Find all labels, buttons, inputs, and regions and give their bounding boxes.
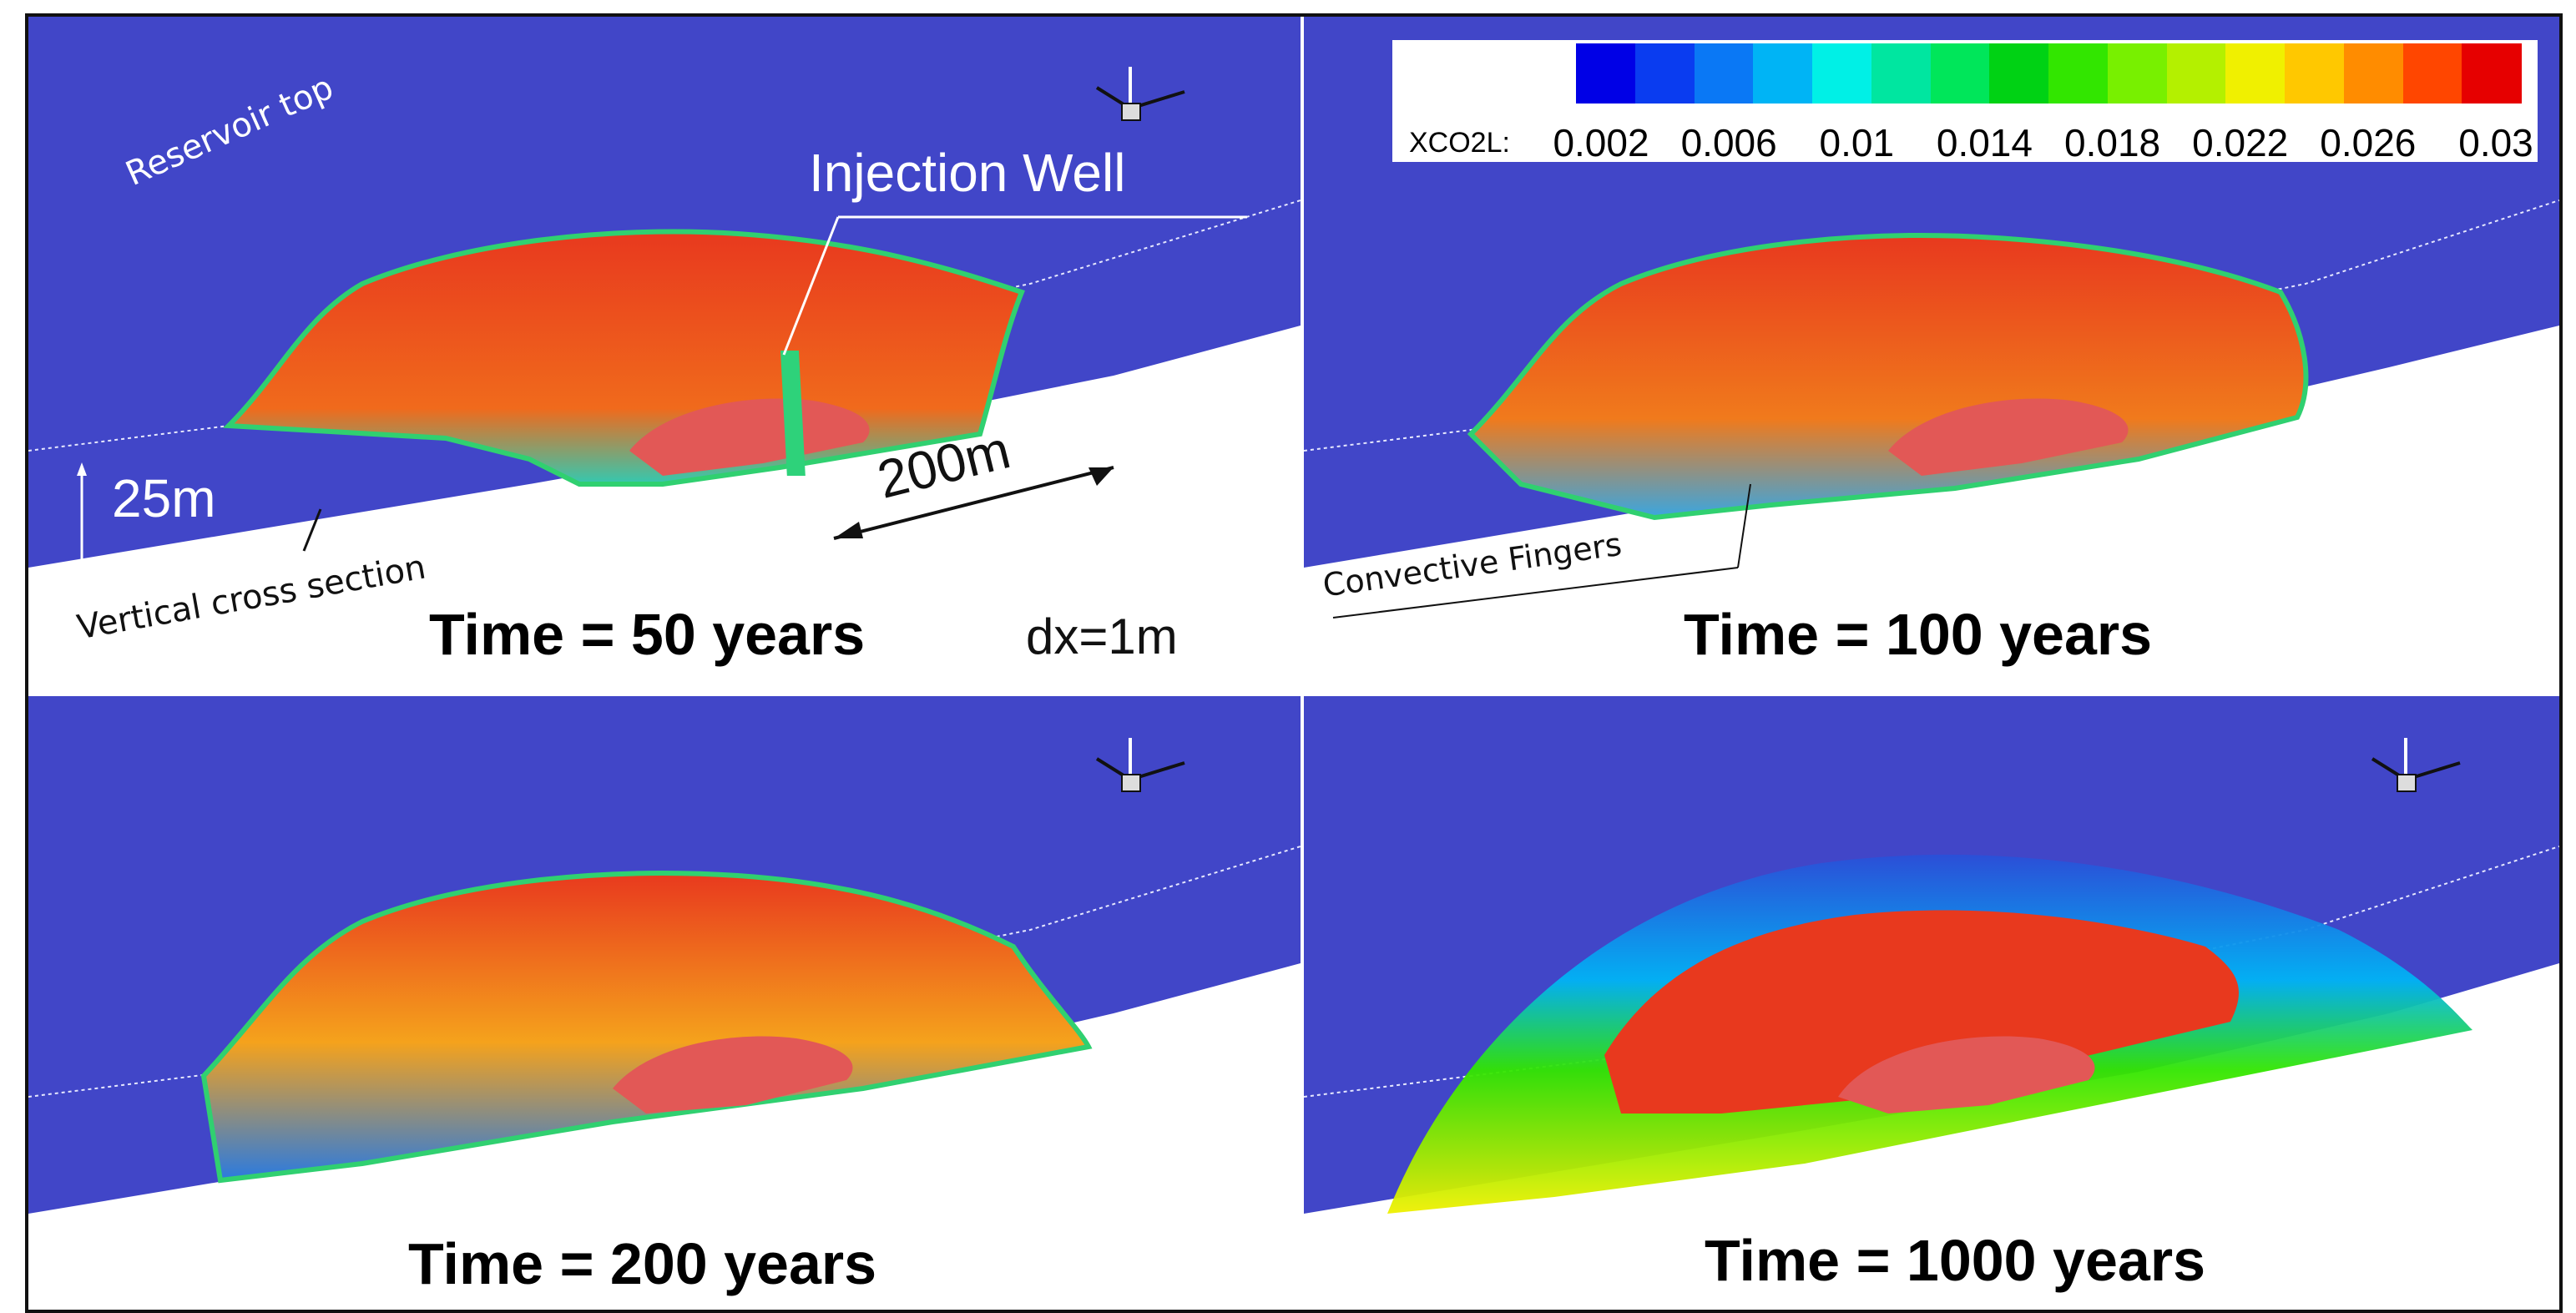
- colorbar-swatch: [1634, 43, 1695, 104]
- panel-time-50: Reservoir top Injection Well 25m 200m Ve…: [28, 17, 1301, 693]
- colorbar-swatch: [2285, 43, 2345, 104]
- colorbar-legend: XCO2L: 0.002 0.006 0.01 0.014 0.018 0.022 0.02…: [1392, 40, 2538, 164]
- panel-time-200: Time = 200 years: [28, 696, 1301, 1310]
- colorbar-swatch: [1576, 43, 1636, 104]
- time-label-50: Time = 50 years: [429, 602, 866, 667]
- colorbar-swatch: [1871, 43, 1932, 104]
- co2-plume-1000-core: [1604, 910, 2239, 1114]
- plume-render-1000: [1304, 696, 2559, 1310]
- colorbar-swatch: [2462, 43, 2522, 104]
- plume-render-200: [28, 696, 1301, 1310]
- colorbar-swatch: [1694, 43, 1755, 104]
- colorbar-swatch: [2107, 43, 2168, 104]
- colorbar-swatch: [1989, 43, 2049, 104]
- orientation-axes-icon: [1095, 67, 1185, 121]
- colorbar-swatch: [1812, 43, 1872, 104]
- colorbar-swatch: [1930, 43, 1991, 104]
- figure-frame: [25, 13, 2563, 1313]
- time-label-1000: Time = 1000 years: [1705, 1228, 2206, 1293]
- colorbar-variable-label: XCO2L:: [1409, 127, 1510, 159]
- injection-well-label: Injection Well: [809, 143, 1126, 203]
- plume-render-50: [28, 17, 1301, 693]
- grid-spacing-label: dx=1m: [1026, 609, 1178, 664]
- colorbar-swatch: [2166, 43, 2227, 104]
- time-label-200: Time = 200 years: [408, 1231, 877, 1296]
- colorbar-tick-label: 0.026: [2320, 121, 2417, 164]
- colorbar-tick-label: 0.002: [1553, 121, 1649, 164]
- orientation-axes-icon: [1095, 738, 1185, 792]
- colorbar-tick-label: 0.022: [2192, 121, 2289, 164]
- colorbar-tick-label: 0.01: [1819, 121, 1895, 164]
- colorbar-swatch: [2343, 43, 2404, 104]
- colorbar-tick-label: 0.03: [2458, 121, 2533, 164]
- time-label-100: Time = 100 years: [1684, 602, 2153, 667]
- thickness-label: 25m: [112, 468, 216, 528]
- panel-time-1000: Time = 1000 years: [1304, 696, 2559, 1310]
- colorbar-swatch: [2048, 43, 2109, 104]
- colorbar-tick-label: 0.006: [1680, 121, 1777, 164]
- colorbar-swatch: [2225, 43, 2286, 104]
- colorbar-swatch: [2402, 43, 2463, 104]
- co2-plume-200: [200, 871, 1093, 1184]
- colorbar-tick-label: 0.018: [2064, 121, 2161, 164]
- colorbar-tick-label: 0.014: [1936, 121, 2033, 164]
- colorbar-swatch: [1753, 43, 1813, 104]
- orientation-axes-icon: [2371, 738, 2461, 792]
